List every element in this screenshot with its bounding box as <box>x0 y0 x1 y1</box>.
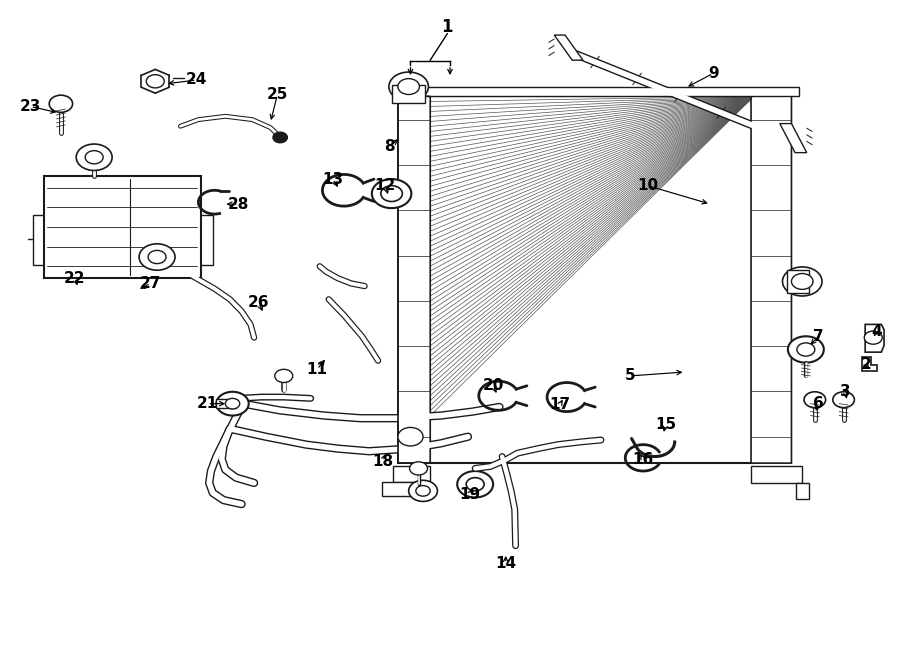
Text: 8: 8 <box>384 138 395 154</box>
Circle shape <box>381 185 402 201</box>
Text: 14: 14 <box>495 556 517 571</box>
Circle shape <box>389 72 428 101</box>
Circle shape <box>274 369 292 383</box>
Text: 16: 16 <box>633 451 653 467</box>
Text: 10: 10 <box>637 178 658 193</box>
Text: 19: 19 <box>459 487 481 502</box>
Circle shape <box>782 267 822 296</box>
Text: 20: 20 <box>482 377 504 393</box>
Text: 2: 2 <box>860 357 871 371</box>
Text: 23: 23 <box>20 99 41 114</box>
Text: 26: 26 <box>248 295 269 310</box>
Text: 22: 22 <box>64 271 86 285</box>
Text: 21: 21 <box>197 396 218 411</box>
Text: 17: 17 <box>549 397 571 412</box>
Text: 24: 24 <box>186 72 207 87</box>
Bar <box>398 87 798 97</box>
Circle shape <box>409 481 437 501</box>
Circle shape <box>864 331 882 344</box>
Polygon shape <box>751 467 802 483</box>
Polygon shape <box>382 482 430 496</box>
Polygon shape <box>398 93 430 463</box>
Circle shape <box>86 151 104 164</box>
Bar <box>44 175 201 278</box>
Circle shape <box>466 478 484 491</box>
Bar <box>425 97 753 463</box>
Text: 13: 13 <box>322 171 344 187</box>
Circle shape <box>273 132 287 143</box>
Text: 25: 25 <box>266 87 288 102</box>
Text: 18: 18 <box>372 453 393 469</box>
Text: 15: 15 <box>655 417 676 432</box>
Circle shape <box>225 399 239 409</box>
Text: 3: 3 <box>840 384 850 399</box>
Circle shape <box>50 95 73 113</box>
Bar <box>216 399 236 408</box>
Circle shape <box>410 462 427 475</box>
Circle shape <box>398 428 423 446</box>
Text: 28: 28 <box>228 197 249 212</box>
Circle shape <box>140 244 175 270</box>
Bar <box>787 269 809 293</box>
Bar <box>33 215 48 265</box>
Circle shape <box>76 144 112 171</box>
Circle shape <box>804 392 825 408</box>
Circle shape <box>216 392 248 416</box>
Text: 12: 12 <box>374 178 396 193</box>
Bar <box>425 97 753 463</box>
Text: 7: 7 <box>813 329 824 344</box>
Circle shape <box>398 79 419 95</box>
Text: 4: 4 <box>871 324 882 338</box>
Text: 9: 9 <box>708 66 718 81</box>
Polygon shape <box>393 467 430 482</box>
Text: 27: 27 <box>140 276 161 291</box>
Polygon shape <box>796 483 809 499</box>
Circle shape <box>457 471 493 497</box>
Text: 6: 6 <box>813 396 824 411</box>
Text: 11: 11 <box>307 362 328 377</box>
Circle shape <box>416 486 430 496</box>
Polygon shape <box>554 35 583 60</box>
Polygon shape <box>861 357 877 371</box>
Circle shape <box>791 273 813 289</box>
Polygon shape <box>779 124 806 153</box>
Circle shape <box>372 179 411 208</box>
Circle shape <box>788 336 824 363</box>
Text: 5: 5 <box>625 369 635 383</box>
Circle shape <box>147 75 164 88</box>
Polygon shape <box>751 93 791 463</box>
Polygon shape <box>865 324 884 352</box>
Text: 1: 1 <box>442 18 453 36</box>
Bar <box>196 215 212 265</box>
Circle shape <box>796 343 814 356</box>
Circle shape <box>148 250 166 263</box>
Circle shape <box>832 392 854 408</box>
Bar <box>392 85 425 103</box>
